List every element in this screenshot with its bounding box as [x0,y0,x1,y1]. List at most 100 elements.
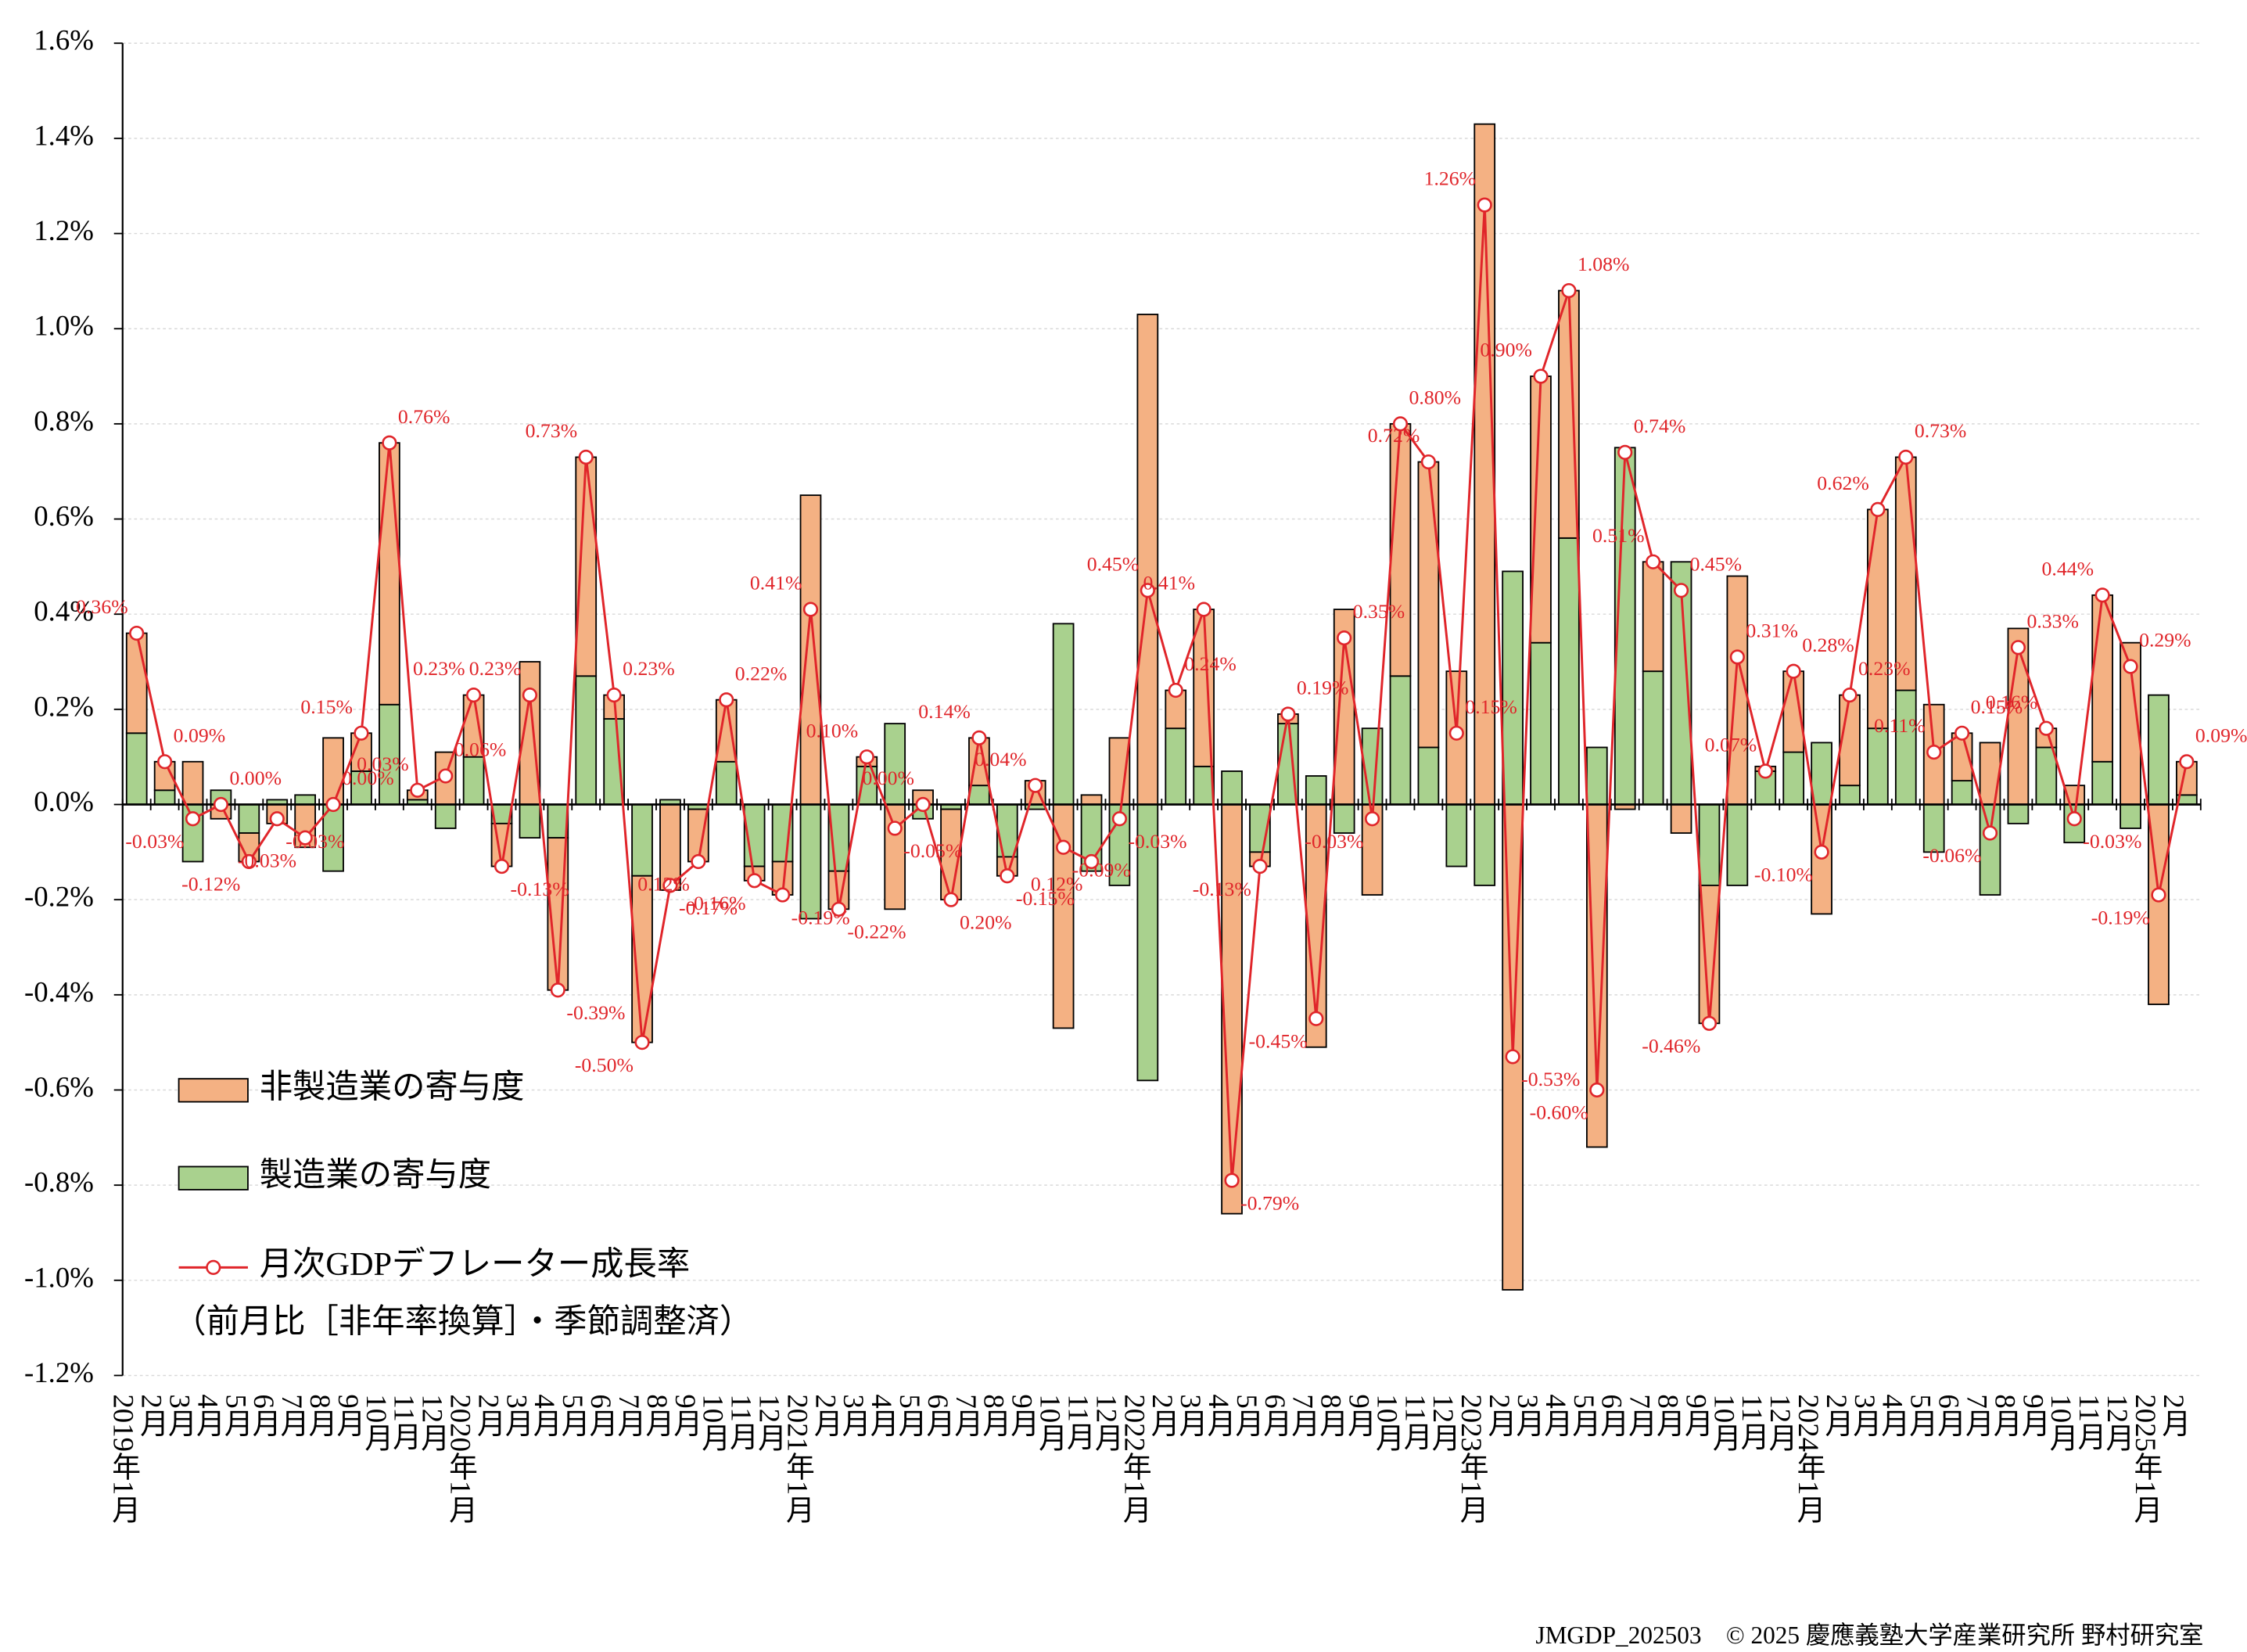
data-label: 0.29% [2139,629,2191,652]
point [382,435,397,451]
bar [1221,770,1243,806]
legend-label: 月次GDPデフレーター成長率 [260,1246,691,1283]
point [438,768,454,784]
bar [2035,746,2058,806]
point [1561,282,1577,299]
bar [659,803,681,891]
point [2179,754,2195,770]
bar [1642,670,1664,806]
bar [2091,594,2113,763]
x-tick-label: 11月 [1399,1394,1431,1450]
bar [1417,746,1440,806]
point [943,892,959,907]
y-tick-label: 1.2% [34,214,94,246]
x-tick-label: 10月 [1035,1394,1067,1452]
x-tick-label: 9月 [669,1394,702,1437]
point [1337,630,1352,646]
x-tick-label: 2019年1月 [108,1394,140,1524]
x-tick-label: 6月 [1596,1394,1628,1437]
bar [1811,742,1832,806]
bar [1922,803,1945,853]
x-tick-label: 6月 [1259,1394,1291,1437]
x-tick-label: 7月 [950,1394,982,1437]
x-tick-label: 12月 [1090,1394,1122,1452]
x-tick-label: 12月 [753,1394,785,1452]
data-label: 0.12% [637,873,690,896]
x-tick-label: 10月 [2045,1394,2077,1452]
point [831,901,846,917]
data-label: 0.00% [342,767,394,789]
bar [1221,803,1243,1215]
point [1982,825,1998,841]
x-tick-label: 8月 [304,1394,336,1437]
bar [2007,803,2030,824]
x-tick-label: 3月 [1512,1394,1544,1437]
point [1083,853,1100,870]
data-label: 0.80% [1409,386,1462,408]
data-label: -0.79% [1240,1191,1299,1214]
point [1196,602,1211,617]
data-label: -0.03% [285,830,344,853]
data-label: 0.09% [174,724,226,746]
data-label: -0.06% [1922,844,1981,867]
point [354,725,369,741]
x-tick-label: 2月 [1821,1394,1853,1437]
point [606,688,622,703]
data-label: -0.03% [2083,830,2141,853]
bar [462,694,485,758]
bar [575,456,598,677]
x-tick-label: 2月 [472,1394,504,1437]
data-label: -0.15% [1016,887,1075,910]
y-tick-label: -0.6% [24,1071,94,1103]
data-label: -0.13% [1193,878,1251,900]
bar [1136,314,1159,806]
x-tick-label: 8月 [1316,1394,1348,1437]
x-tick-label: 4月 [1540,1394,1572,1437]
data-label: 0.20% [960,910,1012,933]
data-label: 0.00% [229,767,282,789]
data-label: -0.03% [238,849,296,871]
data-label: -0.17% [679,896,738,919]
point [1786,663,1801,679]
point [887,821,903,836]
x-tick-label: 4月 [866,1394,898,1437]
data-label: 0.35% [1353,600,1405,623]
x-tick-label: 10月 [361,1394,393,1452]
x-tick-label: 2021年1月 [781,1394,813,1524]
bar [1951,732,1973,782]
point [129,625,145,641]
data-label: -0.22% [847,921,906,943]
bar [884,803,906,910]
y-tick-label: -1.0% [24,1261,94,1293]
x-tick-label: 2022年1月 [1118,1394,1150,1524]
x-tick-label: 8月 [1652,1394,1684,1437]
data-label: 0.90% [1480,339,1532,361]
x-tick-label: 6月 [922,1394,954,1437]
bar [1052,803,1075,1029]
data-label: -0.03% [1128,830,1186,853]
data-label: 0.62% [1817,472,1869,494]
data-label: 0.15% [1971,695,2023,718]
bar [631,803,653,877]
data-label: 1.08% [1578,253,1630,275]
bar [1894,456,1917,691]
x-tick-label: 2月 [1484,1394,1516,1437]
bar [940,808,962,901]
bar [1530,641,1552,806]
bar [153,789,176,806]
point [2066,811,2082,827]
data-label: -0.09% [1072,858,1131,881]
point [1224,1173,1240,1188]
point [1617,444,1633,460]
bar [350,770,372,806]
x-tick-label: 9月 [1344,1394,1376,1437]
data-label: 0.15% [1465,695,1517,718]
point [747,873,763,889]
x-tick-label: 5月 [1568,1394,1600,1437]
bar [322,803,344,872]
bar [322,737,344,806]
point [634,1035,650,1050]
bar [575,675,598,806]
bar [996,803,1018,858]
